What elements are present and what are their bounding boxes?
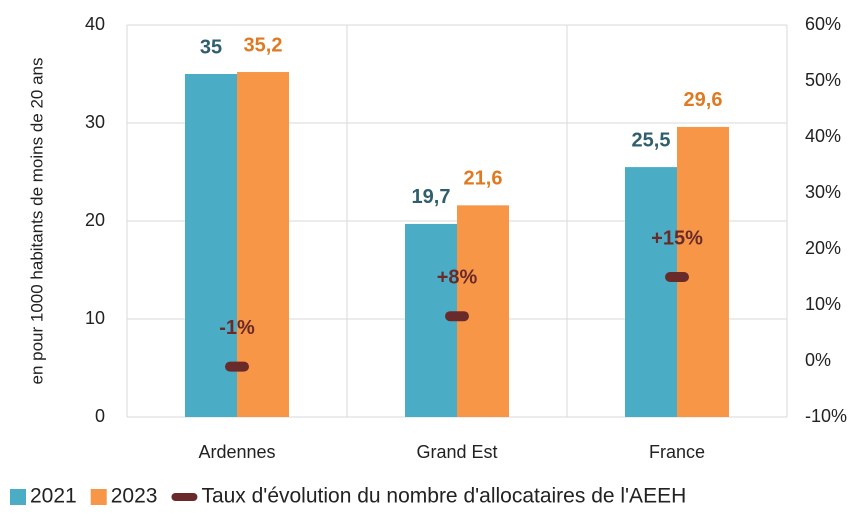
- value-label: +8%: [437, 266, 478, 288]
- legend-swatch: [90, 489, 107, 505]
- marker: [445, 311, 469, 322]
- bar: [625, 167, 677, 417]
- y-tick-label: 30: [85, 112, 105, 132]
- legend-label: 2023: [111, 485, 158, 508]
- y2-tick-label: 10%: [805, 294, 841, 314]
- value-label: -1%: [219, 317, 255, 339]
- legend-swatch: [171, 493, 198, 501]
- marker: [665, 272, 689, 282]
- y2-tick-label: 0%: [805, 350, 831, 370]
- legend-label: Taux d'évolution du nombre d'allocataire…: [201, 485, 686, 508]
- value-label: 29,6: [684, 89, 723, 111]
- bar: [677, 126, 729, 418]
- y-tick-label: 20: [85, 210, 105, 230]
- value-label: 25,5: [632, 129, 671, 151]
- y-tick-label: 40: [85, 14, 105, 34]
- value-label: 21,6: [464, 168, 503, 190]
- y2-tick-label: 40%: [805, 126, 841, 146]
- value-label: 19,7: [412, 186, 451, 208]
- y2-tick-label: 30%: [805, 182, 841, 202]
- y2-tick-label: -10%: [805, 406, 847, 426]
- legend-swatch: [10, 489, 26, 505]
- y2-tick-label: 60%: [805, 14, 841, 34]
- bar: [185, 74, 237, 417]
- legend-label: 2021: [30, 485, 77, 508]
- y-tick-label: 10: [85, 308, 105, 328]
- y2-tick-label: 50%: [805, 70, 841, 90]
- value-label: 35,2: [244, 34, 283, 56]
- bar: [457, 205, 509, 417]
- x-tick-label: Grand Est: [416, 442, 497, 462]
- value-label: 35: [200, 36, 222, 58]
- y-axis-label: en pour 1000 habitants de moins de 20 an…: [27, 57, 46, 384]
- value-label: +15%: [651, 227, 703, 249]
- y2-tick-label: 20%: [805, 238, 841, 258]
- bar: [237, 72, 289, 417]
- y-tick-label: 0: [95, 406, 105, 426]
- x-tick-label: France: [649, 442, 705, 462]
- x-tick-label: Ardennes: [198, 442, 275, 462]
- marker: [225, 361, 249, 372]
